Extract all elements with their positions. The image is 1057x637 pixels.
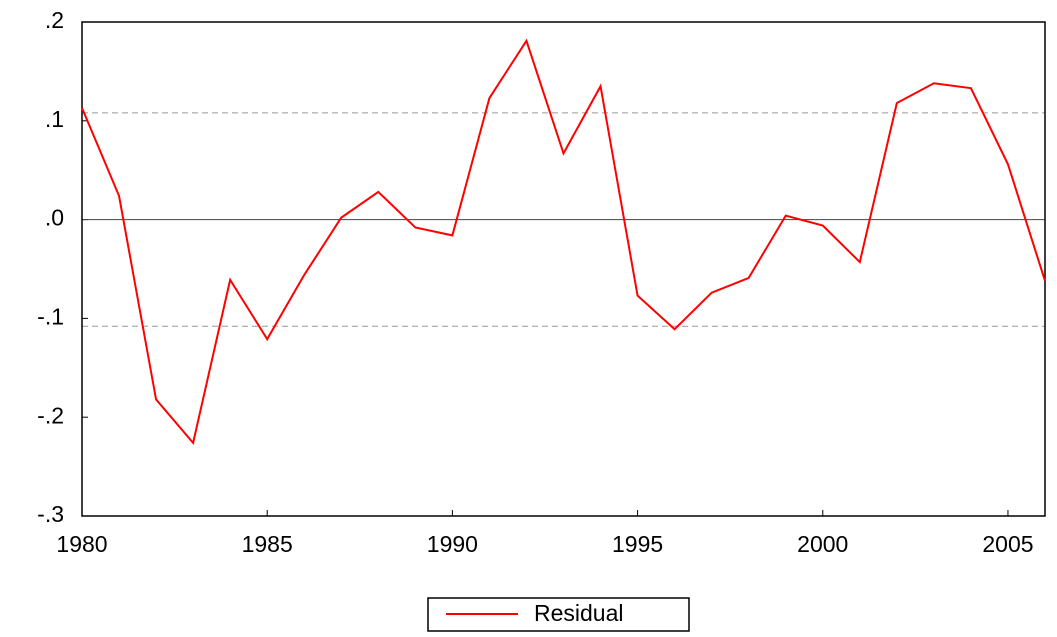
legend-label: Residual bbox=[534, 600, 624, 626]
y-tick-label: .1 bbox=[45, 106, 64, 132]
plot-frame bbox=[81, 21, 1046, 517]
x-tick-label: 1990 bbox=[427, 531, 478, 557]
x-tick-label: 1995 bbox=[612, 531, 663, 557]
y-tick-label: -.1 bbox=[37, 303, 64, 329]
legend-box bbox=[427, 597, 690, 632]
series-line bbox=[81, 38, 1046, 446]
x-tick-label: 1985 bbox=[242, 531, 293, 557]
y-tick-label: .0 bbox=[45, 205, 64, 231]
y-tick-label: -.2 bbox=[37, 402, 64, 428]
y-tick-label: .2 bbox=[45, 7, 64, 33]
x-tick-label: 1980 bbox=[56, 531, 107, 557]
x-tick-label: 2005 bbox=[982, 531, 1033, 557]
x-tick-label: 2000 bbox=[797, 531, 848, 557]
y-tick-label: -.3 bbox=[37, 501, 64, 527]
